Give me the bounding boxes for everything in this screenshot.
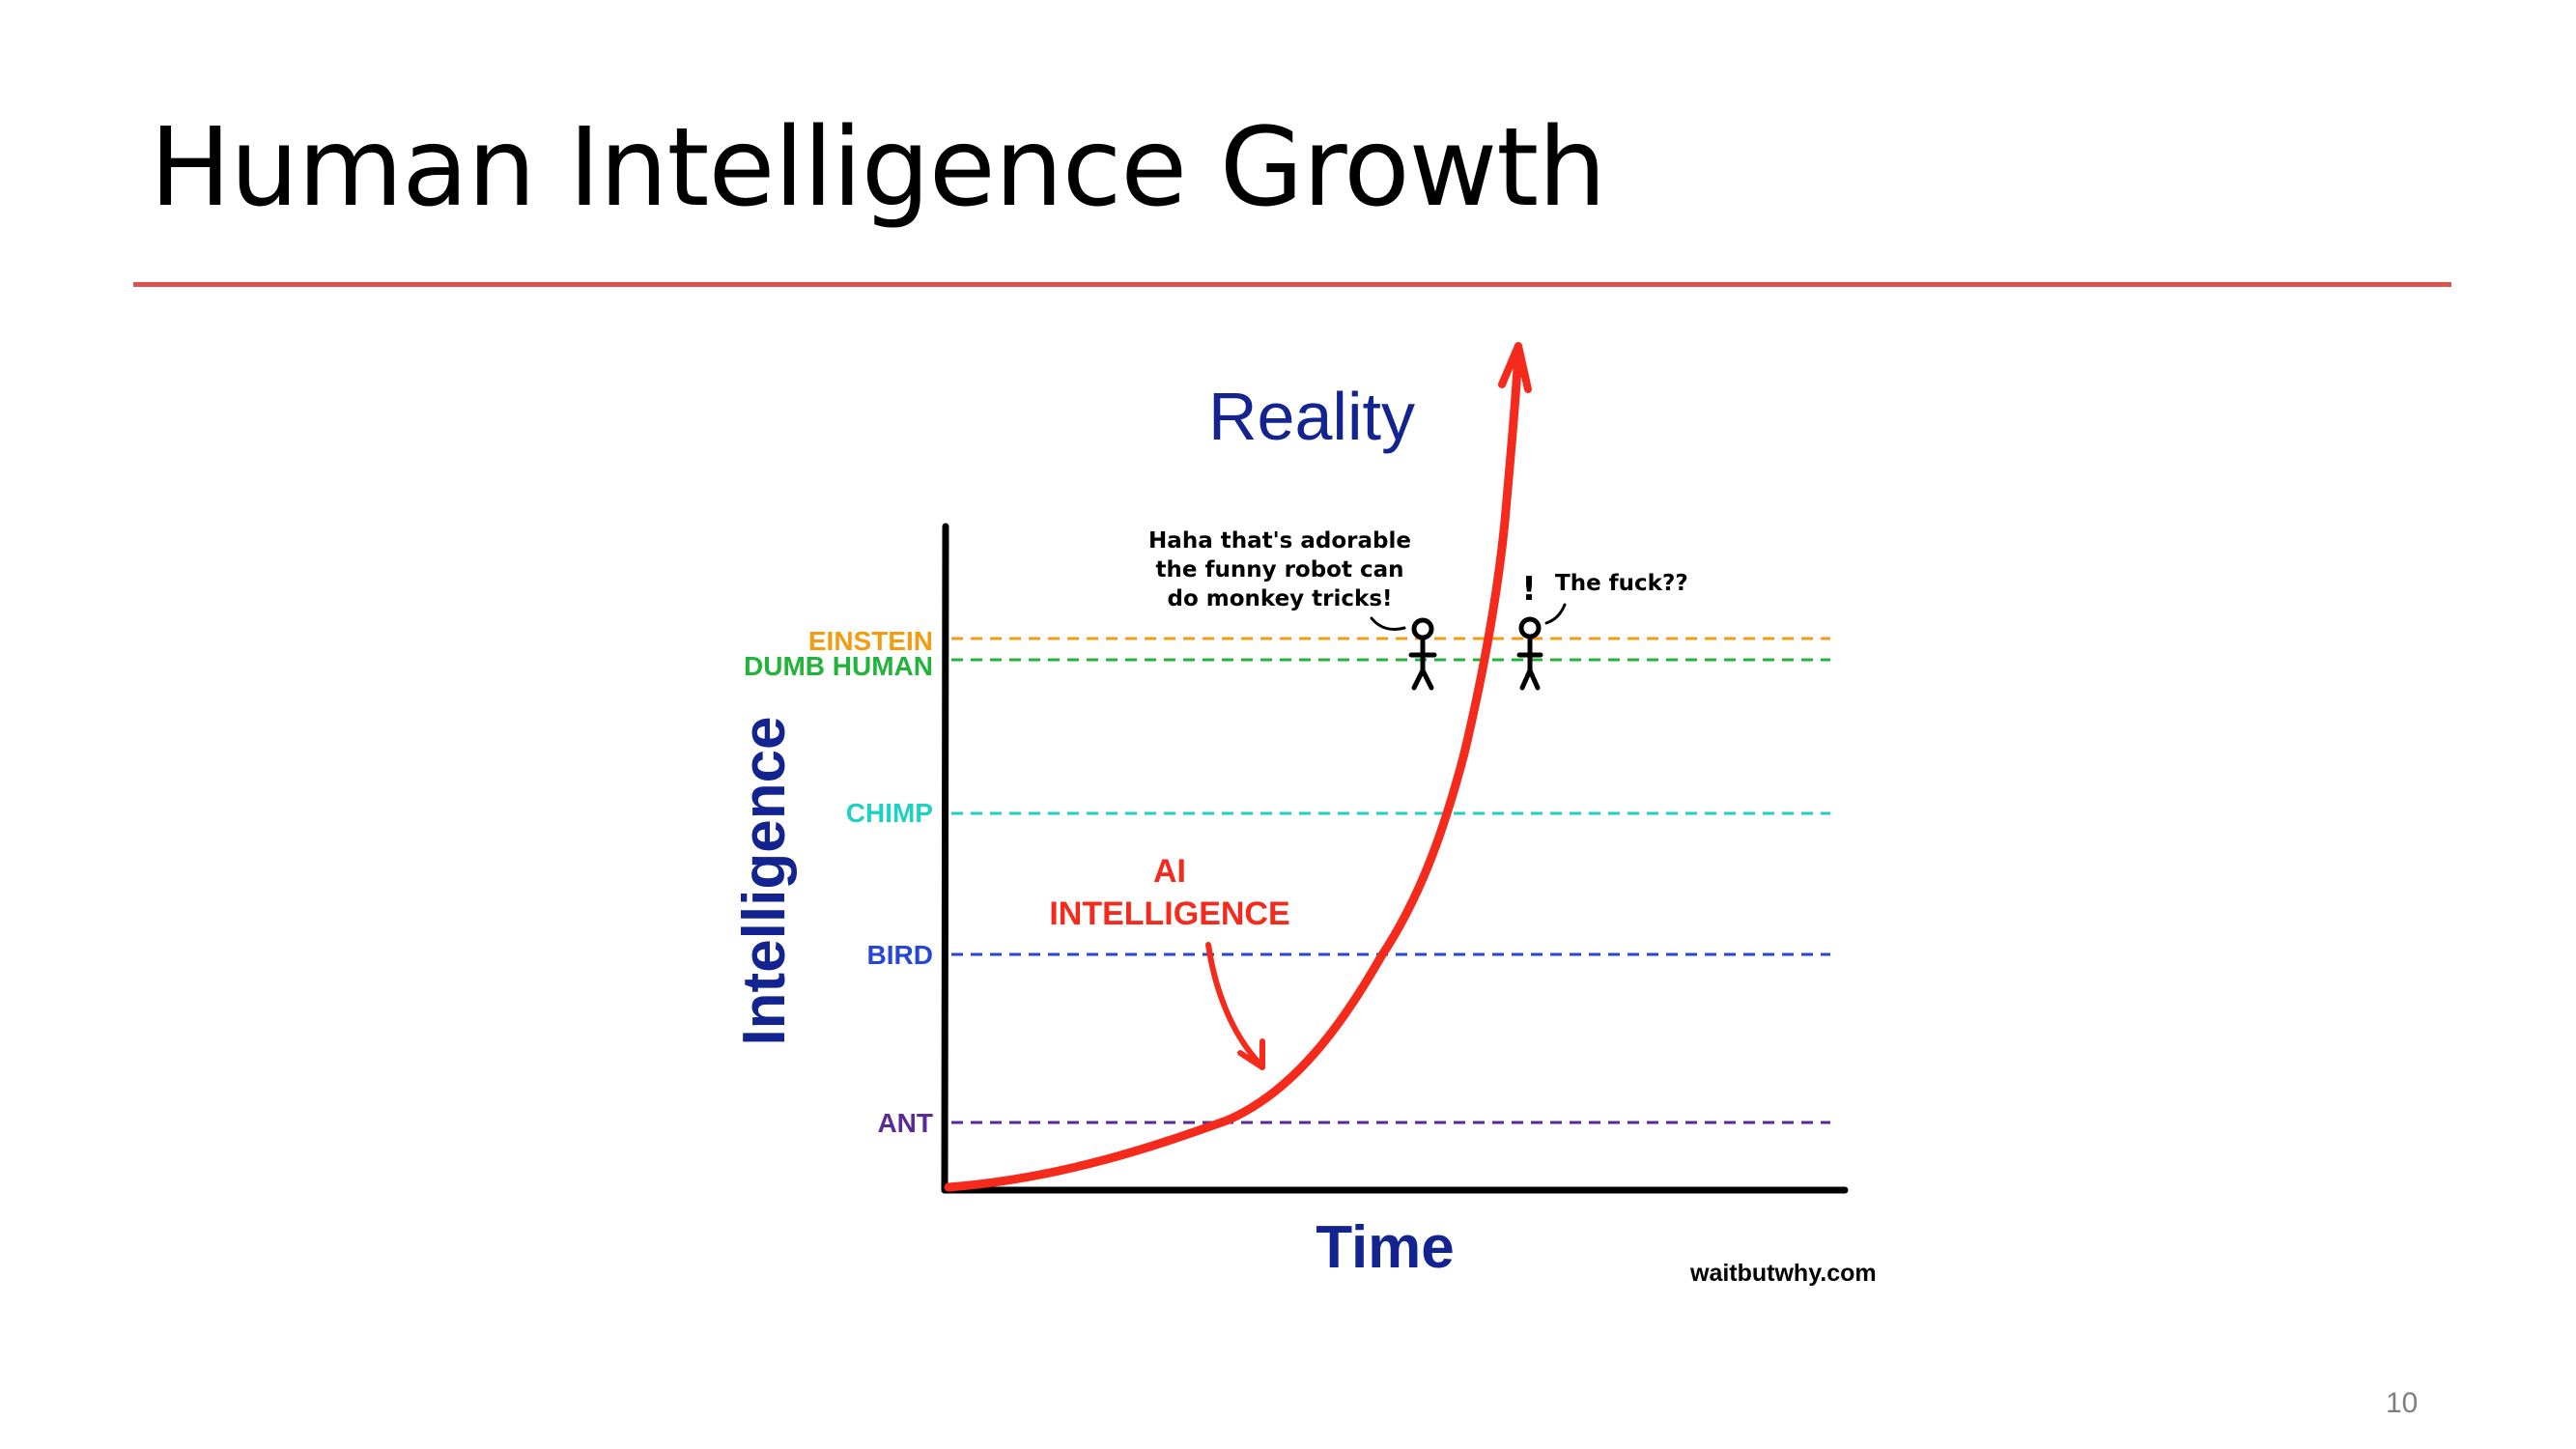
curve-pointer-arrowhead [1237,1038,1265,1070]
speech-left-line-1: Haha that's adorable [1148,528,1411,554]
level-label-dumb-human: DUMB HUMAN [744,651,933,681]
curve-pointer-arrow [1205,942,1263,1067]
title-divider [133,282,2451,287]
x-axis-label: Time [1316,1214,1455,1281]
stick-figure-right-icon [1516,616,1543,691]
level-label-ant: ANT [877,1108,933,1138]
ai-intelligence-curve [944,345,1523,1192]
speech-left-line-3: do monkey tricks! [1167,586,1392,611]
surprise-exclamation: ! [1521,570,1537,609]
page-number: 10 [2386,1387,2419,1419]
speech-left-line-2: the funny robot can [1155,557,1403,582]
speech-tail-right [1544,603,1567,625]
speech-right-line: The fuck?? [1555,571,1688,596]
source-credit: waitbutwhy.com [1689,1260,1877,1287]
ai-curve-arrowhead [1498,342,1532,393]
speech-tail-left [1370,616,1406,632]
level-label-bird: BIRD [867,940,933,970]
y-axis-label: Intelligence [731,716,798,1045]
diagram-title: Reality [1208,379,1415,454]
curve-label-line1: AI [1153,853,1186,890]
slide-title: Human Intelligence Growth [150,105,1606,231]
level-label-einstein: EINSTEIN [808,626,933,656]
level-label-chimp: CHIMP [846,798,933,828]
stick-figure-left-icon [1408,617,1437,691]
curve-label-line2: INTELLIGENCE [1049,895,1289,932]
y-axis [941,523,949,1194]
